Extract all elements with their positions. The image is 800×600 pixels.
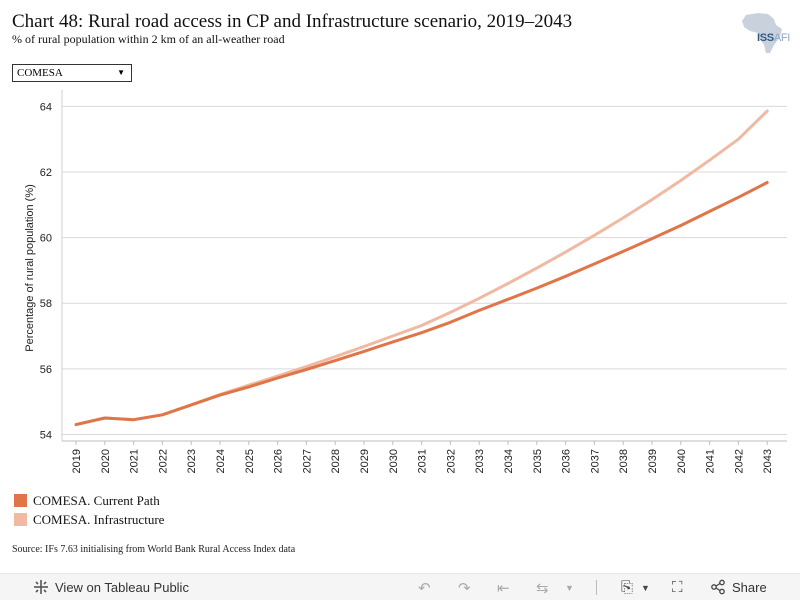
x-tick-label: 2022 bbox=[157, 449, 169, 473]
legend-label: COMESA. Infrastructure bbox=[33, 511, 165, 527]
chevron-down-icon[interactable]: ▼ bbox=[565, 583, 574, 593]
legend-item-infrastructure[interactable]: COMESA. Infrastructure bbox=[14, 510, 164, 529]
x-tick-label: 2042 bbox=[733, 449, 745, 473]
tableau-toolbar: View on Tableau Public ↶ ↷ ⇤ ⇆ ▼ ⎘ ▼ ⛶ S… bbox=[0, 573, 800, 600]
x-tick-label: 2037 bbox=[589, 449, 601, 473]
share-icon bbox=[711, 579, 725, 595]
legend-swatch bbox=[14, 513, 27, 526]
y-tick-label: 64 bbox=[40, 101, 52, 113]
x-tick-label: 2043 bbox=[762, 449, 774, 473]
x-tick-label: 2038 bbox=[618, 449, 630, 473]
y-tick-label: 56 bbox=[40, 364, 52, 376]
series-line-infrastructure[interactable] bbox=[74, 109, 769, 427]
x-tick-label: 2029 bbox=[359, 449, 371, 473]
fullscreen-icon[interactable]: ⛶ bbox=[672, 579, 683, 596]
share-button[interactable]: Share bbox=[710, 579, 767, 595]
y-tick-label: 62 bbox=[40, 167, 52, 179]
chevron-down-icon[interactable]: ▼ bbox=[641, 583, 650, 593]
view-on-tableau-label: View on Tableau Public bbox=[55, 579, 189, 595]
x-tick-label: 2020 bbox=[100, 449, 112, 473]
x-tick-label: 2035 bbox=[532, 449, 544, 473]
x-tick-label: 2031 bbox=[417, 449, 429, 473]
view-on-tableau-button[interactable]: View on Tableau Public bbox=[33, 579, 189, 595]
x-tick-label: 2024 bbox=[215, 449, 227, 473]
source-note: Source: IFs 7.63 initialising from World… bbox=[12, 544, 296, 555]
x-tick-label: 2026 bbox=[273, 449, 285, 473]
x-tick-label: 2028 bbox=[330, 449, 342, 473]
triangle-down-icon: ▼ bbox=[117, 68, 125, 77]
x-tick-label: 2041 bbox=[705, 449, 717, 473]
line-chart: 54 56 58 60 62 64 2019 2020 2021 2022 2023 2024 2025… bbox=[24, 90, 787, 473]
region-filter-dropdown[interactable]: COMESA ▼ bbox=[12, 64, 132, 82]
refresh-icon[interactable]: ⇆ bbox=[536, 580, 549, 597]
page-subtitle: % of rural population within 2 km of an … bbox=[12, 32, 285, 46]
series-line-current-path[interactable] bbox=[74, 181, 769, 427]
x-tick-label: 2036 bbox=[561, 449, 573, 473]
dropdown-selected-value: COMESA bbox=[17, 67, 63, 79]
africa-map-logo bbox=[742, 13, 782, 53]
y-axis-label: Percentage of rural population (%) bbox=[24, 184, 36, 352]
x-tick-label: 2021 bbox=[129, 449, 141, 473]
x-tick-label: 2032 bbox=[445, 449, 457, 473]
y-tick-label: 58 bbox=[40, 298, 52, 310]
tableau-icon bbox=[34, 580, 48, 594]
iss-logo-text: ISSAFI bbox=[757, 32, 791, 44]
x-tick-label: 2040 bbox=[676, 449, 688, 473]
x-tick-label: 2033 bbox=[474, 449, 486, 473]
redo-icon[interactable]: ↷ bbox=[458, 580, 471, 597]
x-tick-label: 2027 bbox=[301, 449, 313, 473]
download-icon[interactable]: ⎘ bbox=[621, 579, 634, 596]
x-tick-label: 2025 bbox=[244, 449, 256, 473]
x-tick-label: 2034 bbox=[503, 449, 515, 473]
share-label: Share bbox=[732, 579, 767, 595]
y-tick-label: 60 bbox=[40, 233, 52, 245]
y-tick-label: 54 bbox=[40, 429, 52, 441]
toolbar-divider bbox=[596, 580, 597, 595]
chart-legend: COMESA. Current Path COMESA. Infrastruct… bbox=[14, 491, 164, 529]
revert-icon[interactable]: ⇤ bbox=[497, 580, 510, 597]
x-tick-label: 2023 bbox=[186, 449, 198, 473]
legend-swatch bbox=[14, 494, 27, 507]
page-title: Chart 48: Rural road access in CP and In… bbox=[12, 11, 573, 32]
legend-label: COMESA. Current Path bbox=[33, 492, 160, 508]
x-tick-label: 2019 bbox=[71, 449, 83, 473]
undo-icon[interactable]: ↶ bbox=[418, 580, 431, 597]
x-tick-label: 2039 bbox=[647, 449, 659, 473]
x-tick-label: 2030 bbox=[388, 449, 400, 473]
legend-item-current-path[interactable]: COMESA. Current Path bbox=[14, 491, 164, 510]
